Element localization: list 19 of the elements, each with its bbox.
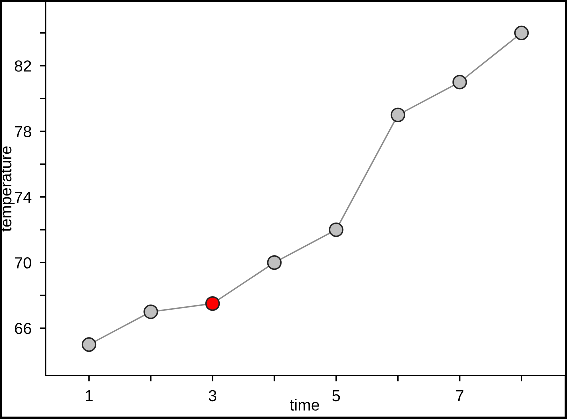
x-tick-label: 3 — [208, 390, 217, 402]
y-tick-label: 82 — [15, 60, 32, 72]
point — [390, 108, 406, 122]
point — [452, 75, 468, 90]
point — [206, 296, 220, 312]
x-axis-title: time — [290, 399, 320, 411]
point — [144, 304, 158, 320]
x-tick-label: 5 — [332, 390, 340, 402]
point — [329, 222, 344, 238]
y-tick-label: 78 — [15, 126, 32, 138]
x-tick-label: 7 — [456, 390, 464, 402]
x-tick-label: 1 — [86, 390, 93, 402]
y-tick-label: 66 — [15, 323, 32, 334]
point — [82, 338, 97, 352]
y-axis-title: temperature — [1, 146, 15, 232]
point — [514, 26, 530, 40]
y-tick-label: 70 — [15, 257, 32, 269]
y-tick-label: 74 — [15, 192, 32, 203]
point — [267, 256, 282, 270]
